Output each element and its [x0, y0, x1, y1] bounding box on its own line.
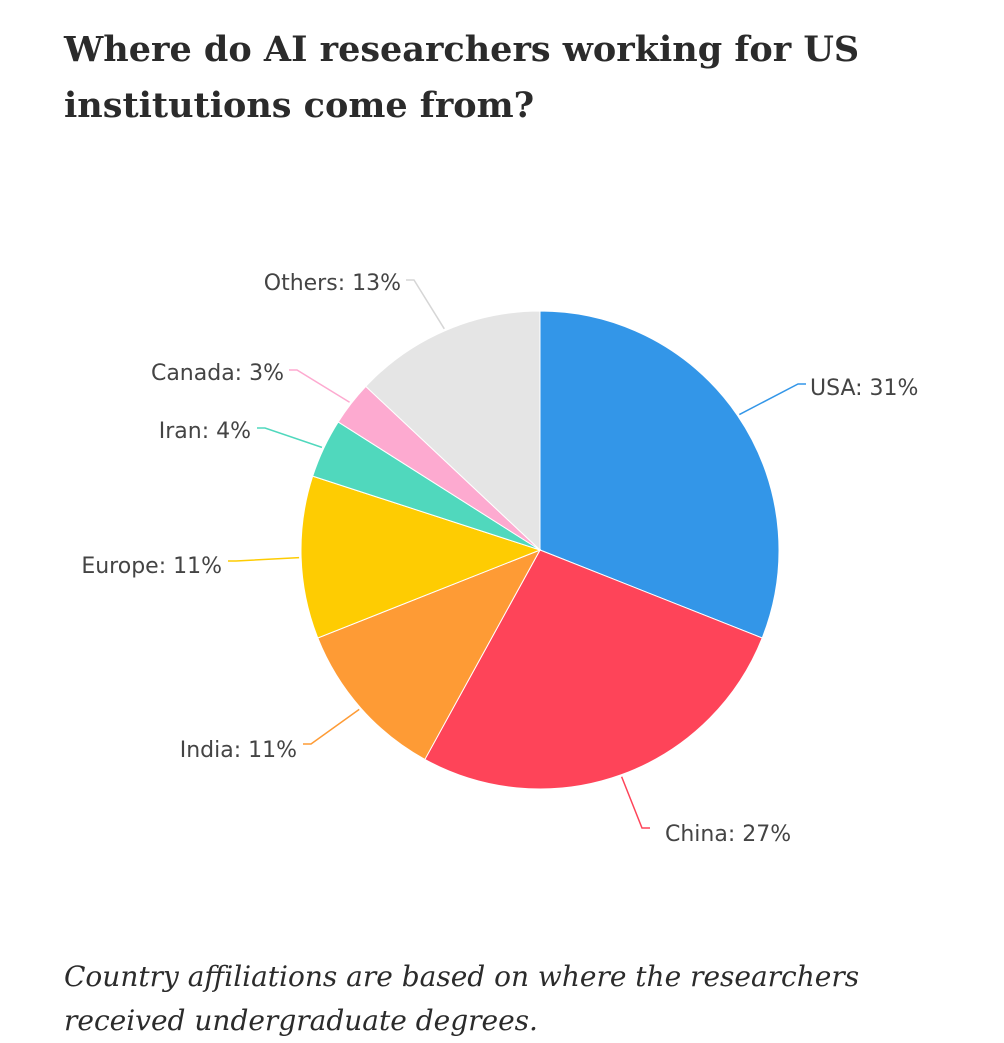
- chart-caption: Country affiliations are based on where …: [64, 960, 860, 1037]
- leader-line-usa: [738, 383, 806, 416]
- slice-label-usa: USA: 31%: [810, 376, 918, 401]
- pie-slice-india: [317, 549, 542, 761]
- leader-line-canada: [289, 369, 350, 403]
- leader-line-europe: [228, 556, 300, 562]
- slice-label-iran: Iran: 4%: [159, 419, 251, 444]
- pie-chart-svg: USA: 31% China: 27% India: 11% Europe: 11% I…: [81, 271, 918, 847]
- slice-label-canada: Canada: 3%: [151, 361, 284, 386]
- slice-label-india: India: 11%: [180, 738, 297, 763]
- pie-slice-europe: [300, 475, 542, 639]
- pie-chart: USA: 31% China: 27% India: 11% Europe: 11% I…: [81, 271, 918, 847]
- slice-label-china: China: 27%: [665, 822, 791, 847]
- leader-line-china: [620, 776, 650, 829]
- leader-line-iran: [257, 427, 323, 449]
- pie-slice-usa: [539, 310, 780, 639]
- slice-label-europe: Europe: 11%: [81, 554, 222, 579]
- pie-slice-others: [365, 310, 541, 552]
- chart-title: Where do AI researchers working for US i…: [64, 29, 860, 126]
- leader-line-india: [303, 708, 360, 745]
- slice-label-others: Others: 13%: [264, 271, 401, 296]
- leader-line-others: [406, 279, 445, 330]
- pie-slice-china: [424, 549, 763, 790]
